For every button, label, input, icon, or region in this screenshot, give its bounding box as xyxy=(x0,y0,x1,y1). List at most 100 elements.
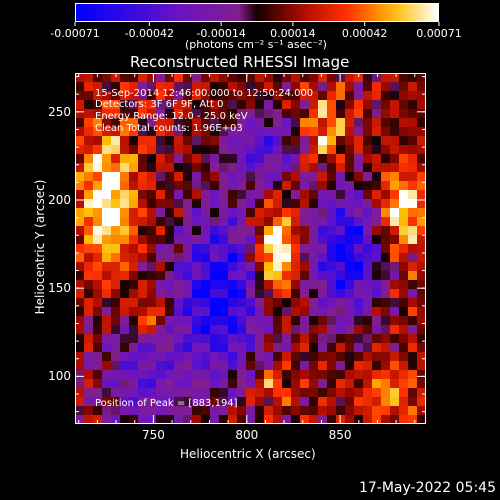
heatmap-cell xyxy=(156,109,166,119)
heatmap-cell xyxy=(309,370,319,380)
heatmap-cell xyxy=(345,352,355,362)
heatmap-cell xyxy=(399,262,409,272)
heatmap-cell xyxy=(273,352,283,362)
heatmap-cell xyxy=(399,226,409,236)
heatmap-cell xyxy=(147,397,157,407)
heatmap-cell xyxy=(399,91,409,101)
heatmap-cell xyxy=(273,316,283,326)
heatmap-cell xyxy=(237,109,247,119)
heatmap-cell xyxy=(318,307,328,317)
heatmap-cell xyxy=(264,199,274,209)
heatmap-cell xyxy=(309,118,319,128)
heatmap-cell xyxy=(255,316,265,326)
heatmap-cell xyxy=(408,262,418,272)
heatmap-cell xyxy=(291,298,301,308)
heatmap-cell xyxy=(192,271,202,281)
heatmap-cell xyxy=(372,190,382,200)
heatmap-cell xyxy=(129,226,139,236)
heatmap-cell xyxy=(111,334,121,344)
heatmap-cell xyxy=(345,298,355,308)
heatmap-cell xyxy=(390,298,400,308)
heatmap-cell xyxy=(93,334,103,344)
heatmap-cell xyxy=(381,415,391,424)
annotation-peak: Position of Peak = [883,194] xyxy=(95,398,238,409)
heatmap-cell xyxy=(120,316,130,326)
heatmap-cell xyxy=(183,406,193,416)
heatmap-cell xyxy=(300,298,310,308)
heatmap-cell xyxy=(111,388,121,398)
heatmap-cell xyxy=(264,100,274,110)
heatmap-cell xyxy=(129,298,139,308)
heatmap-cell xyxy=(381,388,391,398)
heatmap-cell xyxy=(93,208,103,218)
heatmap-cell xyxy=(84,397,94,407)
heatmap-cell xyxy=(111,226,121,236)
heatmap-cell xyxy=(354,343,364,353)
heatmap-cell xyxy=(219,118,229,128)
y-tick-label: 150 xyxy=(48,281,71,296)
heatmap-cell xyxy=(408,217,418,227)
heatmap-cell xyxy=(246,100,256,110)
heatmap-cell xyxy=(345,397,355,407)
heatmap-cell xyxy=(390,280,400,290)
heatmap-cell xyxy=(345,208,355,218)
heatmap-cell xyxy=(336,289,346,299)
heatmap-cell xyxy=(210,217,220,227)
heatmap-cell xyxy=(417,91,426,101)
heatmap-cell xyxy=(309,91,319,101)
heatmap-cell xyxy=(156,235,166,245)
heatmap-cell xyxy=(399,370,409,380)
heatmap-cell xyxy=(192,82,202,92)
heatmap-cell xyxy=(120,361,130,371)
heatmap-cell xyxy=(228,289,238,299)
heatmap-cell xyxy=(327,280,337,290)
heatmap-cell xyxy=(309,109,319,119)
heatmap-cell xyxy=(93,181,103,191)
heatmap-cell xyxy=(390,316,400,326)
annotation-time: 15-Sep-2014 12:46:00.000 to 12:50:24.000 xyxy=(95,88,314,99)
heatmap-cell xyxy=(399,190,409,200)
heatmap-cell xyxy=(417,280,426,290)
heatmap-cell xyxy=(282,82,292,92)
heatmap-cell xyxy=(372,73,382,83)
heatmap-cell xyxy=(75,361,85,371)
heatmap-cell xyxy=(111,91,121,101)
heatmap-cell xyxy=(300,127,310,137)
heatmap-cell xyxy=(228,406,238,416)
heatmap-cell xyxy=(192,397,202,407)
heatmap-cell xyxy=(84,244,94,254)
heatmap-cell xyxy=(363,217,373,227)
heatmap-cell xyxy=(192,253,202,263)
heatmap-cell xyxy=(291,253,301,263)
heatmap-cell xyxy=(201,100,211,110)
heatmap-cell xyxy=(390,217,400,227)
heatmap-cell xyxy=(336,370,346,380)
heatmap-cell xyxy=(309,190,319,200)
heatmap-cell xyxy=(336,154,346,164)
heatmap-cell xyxy=(120,172,130,182)
heatmap-cell xyxy=(408,181,418,191)
heatmap-cell xyxy=(264,82,274,92)
heatmap-cell xyxy=(264,388,274,398)
heatmap-cell xyxy=(129,316,139,326)
heatmap-cell xyxy=(210,361,220,371)
heatmap-cell xyxy=(318,181,328,191)
heatmap-cell xyxy=(201,73,211,83)
heatmap-cell xyxy=(237,379,247,389)
heatmap-cell xyxy=(246,361,256,371)
heatmap-cell xyxy=(291,280,301,290)
heatmap-cell xyxy=(399,208,409,218)
heatmap-cell xyxy=(408,91,418,101)
heatmap-cell xyxy=(363,343,373,353)
heatmap-cell xyxy=(138,118,148,128)
heatmap-cell xyxy=(372,127,382,137)
heatmap-cell xyxy=(111,271,121,281)
heatmap-cell xyxy=(183,361,193,371)
heatmap-cell xyxy=(93,226,103,236)
heatmap-cell xyxy=(183,397,193,407)
heatmap-cell xyxy=(282,73,292,83)
heatmap-cell xyxy=(237,406,247,416)
heatmap-cell xyxy=(345,181,355,191)
heatmap-cell xyxy=(120,406,130,416)
heatmap-cell xyxy=(156,118,166,128)
